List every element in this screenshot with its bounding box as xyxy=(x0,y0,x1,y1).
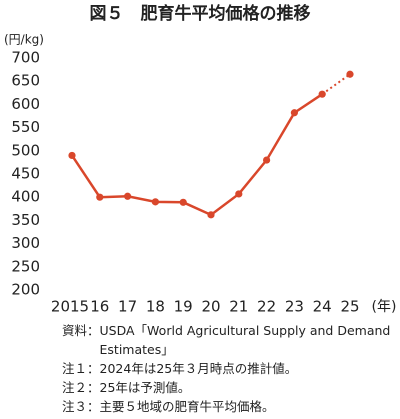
y-tick-label: 550 xyxy=(11,118,40,136)
x-tick-label: 20 xyxy=(201,298,220,316)
point xyxy=(179,198,187,206)
point xyxy=(290,109,298,117)
note-label: 注１： xyxy=(62,361,100,376)
note-text: 2024年は25年３月時点の推計値。 xyxy=(99,361,298,376)
forecast-line xyxy=(321,73,351,96)
chart-title: 図５ 肥育牛平均価格の推移 xyxy=(90,3,311,24)
point xyxy=(96,193,104,201)
note: 注１： 2024年は25年３月時点の推計値。 xyxy=(62,359,398,378)
x-tick-label: 25 xyxy=(340,298,359,316)
y-tick-label: 250 xyxy=(11,257,40,275)
y-tick-label: 650 xyxy=(11,72,40,90)
note-label: 注２： xyxy=(62,380,100,395)
point xyxy=(318,90,326,98)
y-tick-label: 400 xyxy=(11,188,40,206)
note-text: USDA「World Agricultural Supply and Deman… xyxy=(99,323,391,357)
x-tick-label: 16 xyxy=(90,298,109,316)
x-tick-label: 18 xyxy=(146,298,165,316)
x-tick-label: 23 xyxy=(285,298,304,316)
note: 注３： 主要５地域の肥育牛平均価格。 xyxy=(62,397,398,416)
notes: 資料： USDA「World Agricultural Supply and De… xyxy=(62,321,398,416)
chart: 図５ 肥育牛平均価格の推移 (円/kg) (年) 200 250 300 350 400… xyxy=(4,3,397,316)
line xyxy=(70,93,323,217)
point xyxy=(151,198,159,206)
y-tick-label: 700 xyxy=(11,49,40,67)
y-tick-label: 300 xyxy=(11,234,40,252)
point xyxy=(207,211,215,219)
x-tick-label: 2015 xyxy=(51,298,89,316)
note-label: 注３： xyxy=(62,399,100,414)
x-tick-label: 22 xyxy=(257,298,276,316)
point xyxy=(263,156,271,164)
x-tick-label: 17 xyxy=(118,298,137,316)
x-tick-label: 21 xyxy=(229,298,248,316)
y-tick-label: 600 xyxy=(11,95,40,113)
point xyxy=(346,70,354,78)
x-unit: (年) xyxy=(372,299,397,315)
x-tick-label: 19 xyxy=(174,298,193,316)
note: 資料： USDA「World Agricultural Supply and De… xyxy=(62,321,398,359)
x-tick-label: 24 xyxy=(313,298,332,316)
point xyxy=(68,151,76,160)
y-tick-label: 200 xyxy=(11,281,40,299)
y-tick-label: 500 xyxy=(11,141,40,159)
y-tick-label: 450 xyxy=(11,165,40,183)
y-tick-label: 350 xyxy=(11,211,40,229)
point xyxy=(235,190,243,198)
note: 注２： 25年は予測値。 xyxy=(62,378,398,397)
y-unit: (円/kg) xyxy=(4,33,44,47)
note-text: 主要５地域の肥育牛平均価格。 xyxy=(99,399,275,414)
point xyxy=(124,192,132,200)
note-label: 資料： xyxy=(62,323,100,338)
note-text: 25年は予測値。 xyxy=(99,380,191,395)
